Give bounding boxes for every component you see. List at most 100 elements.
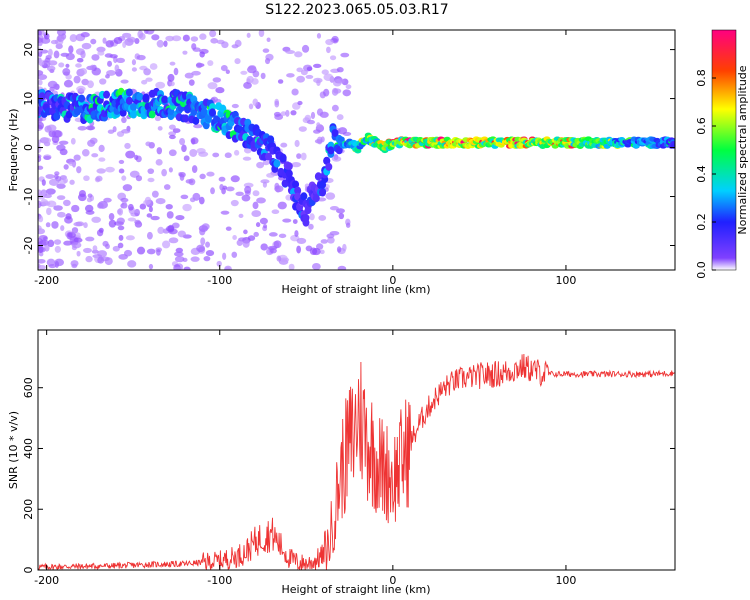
heatmap-cell [234, 58, 241, 65]
heatmap-cell [48, 178, 59, 186]
heatmap-cell [273, 111, 281, 117]
heatmap-cell [125, 235, 135, 241]
heatmap-cell [206, 171, 215, 177]
heatmap-cell [168, 131, 177, 136]
heatmap-cell [231, 251, 238, 258]
heatmap-cell [38, 155, 42, 163]
heatmap-cell [38, 258, 46, 264]
heatmap-cell [195, 62, 203, 69]
snr-x-tick-label: 100 [555, 574, 576, 587]
heatmap-cell [263, 224, 268, 229]
heatmap-cell [87, 80, 94, 89]
heatmap-cell [306, 119, 315, 125]
heatmap-cell [190, 36, 199, 42]
heatmap-cell [69, 179, 75, 185]
heatmap-cell [112, 126, 117, 133]
heatmap-cell [45, 188, 56, 195]
heatmap-cell [277, 201, 287, 210]
heatmap-y-axis-label: Frequency (Hz) [7, 109, 20, 192]
heatmap-cell [201, 223, 210, 231]
heatmap-y-tick-label: -20 [22, 237, 35, 255]
heatmap-cell [96, 168, 106, 174]
heatmap-marks [38, 30, 675, 270]
heatmap-cell [98, 157, 106, 162]
heatmap-cell [139, 203, 147, 210]
heatmap-cell [142, 93, 150, 102]
heatmap-cell [149, 63, 158, 70]
heatmap-cell [68, 161, 77, 166]
heatmap-cell [337, 136, 345, 142]
heatmap-cell [200, 108, 208, 117]
heatmap-cell [331, 129, 339, 138]
heatmap-cell [189, 197, 196, 203]
heatmap-cell [45, 174, 55, 179]
heatmap-cell [53, 50, 60, 59]
heatmap-cell [266, 173, 275, 178]
heatmap-y-tick-label: -10 [22, 188, 35, 206]
colorbar: 0.0 0.2 0.4 0.6 0.8 Normalized spectral ampl… [695, 29, 749, 279]
heatmap-cell [89, 64, 96, 71]
heatmap-cell [127, 260, 137, 268]
heatmap-cell [63, 164, 69, 170]
heatmap-cell [240, 70, 248, 75]
heatmap-cell [116, 208, 122, 215]
heatmap-cell [336, 114, 344, 121]
heatmap-cell [76, 57, 84, 63]
heatmap-cell [118, 234, 124, 241]
heatmap-cell [54, 245, 61, 253]
heatmap-cell [252, 98, 259, 107]
heatmap-cell [134, 154, 139, 161]
snr-frame [37, 329, 676, 571]
heatmap-cell [277, 79, 284, 84]
heatmap-cell [114, 64, 120, 73]
heatmap-cell [248, 65, 257, 71]
heatmap-cell [199, 228, 206, 236]
heatmap-cell [105, 243, 110, 250]
heatmap-cell [271, 209, 280, 215]
heatmap-cell [97, 50, 105, 56]
heatmap-cell [199, 33, 207, 40]
heatmap-cell [188, 178, 196, 186]
heatmap-cell [116, 217, 125, 225]
heatmap-cell [47, 239, 55, 248]
heatmap-cell [183, 266, 191, 270]
heatmap-cell [296, 237, 307, 244]
heatmap-cell [243, 229, 248, 235]
heatmap-cell [252, 201, 259, 210]
heatmap-x-tick-label: -200 [34, 274, 59, 287]
heatmap-cell [156, 147, 163, 155]
heatmap-cell [123, 249, 133, 257]
snr-series-line [38, 353, 675, 570]
heatmap-cell [125, 96, 133, 105]
heatmap-cell [136, 54, 146, 61]
heatmap-cell [156, 39, 164, 48]
heatmap-cell [291, 161, 302, 168]
heatmap-cell [320, 239, 328, 244]
snr-x-tick-label: -100 [207, 574, 232, 587]
heatmap-cell [87, 193, 93, 198]
heatmap-cell [262, 48, 270, 53]
heatmap-cell [102, 37, 107, 44]
heatmap-cell [169, 61, 176, 66]
heatmap-cell [312, 194, 320, 203]
snr-x-tick-label: -200 [34, 574, 59, 587]
heatmap-cell [56, 30, 67, 36]
heatmap-cell [286, 73, 295, 78]
heatmap-cell [320, 136, 325, 143]
heatmap-cell [40, 198, 49, 207]
heatmap-cell [91, 153, 99, 158]
heatmap-cell [266, 37, 271, 42]
heatmap-cell [191, 165, 198, 174]
heatmap-cell [38, 245, 44, 254]
heatmap-cell [181, 114, 189, 123]
heatmap-cell [107, 60, 113, 67]
heatmap-cell [312, 247, 321, 256]
heatmap-cell [212, 152, 220, 158]
heatmap-cell [225, 69, 230, 75]
heatmap-cell [294, 186, 302, 195]
heatmap-cell [279, 154, 287, 163]
heatmap-cell [121, 116, 127, 124]
heatmap-cell [84, 204, 94, 213]
heatmap-cell [147, 168, 155, 175]
